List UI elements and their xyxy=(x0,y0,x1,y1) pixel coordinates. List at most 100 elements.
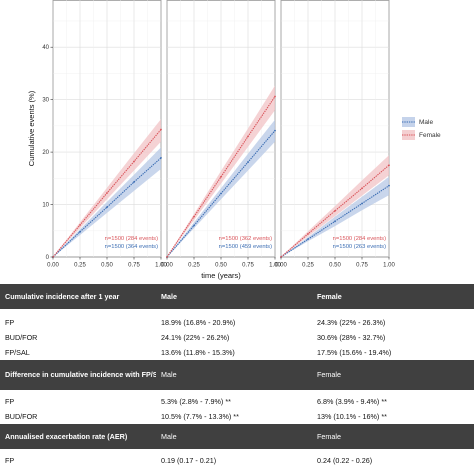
male-value: 10.5% (7.7% - 13.3%) ** xyxy=(156,408,312,424)
y-tick-label: 0 xyxy=(46,255,50,261)
data-point-male xyxy=(334,220,336,223)
ci-band-female xyxy=(281,155,389,257)
male-value: 24.1% (22% - 26.2%) xyxy=(156,330,312,345)
male-value: 13.6% (11.8% - 15.3%) xyxy=(156,345,312,360)
female-value: 17.5% (15.6% - 19.4%) xyxy=(312,345,474,360)
section1-female-header: Female xyxy=(312,284,474,309)
x-tick-label: 0.75 xyxy=(356,263,368,269)
data-point-female xyxy=(220,175,222,178)
event-count-label: n=1500 (362 events) xyxy=(219,236,272,242)
table-row: FP/SAL 13.6% (11.8% - 15.3%) 17.5% (15.6… xyxy=(0,345,474,360)
event-count-label: n=1500 (263 events) xyxy=(333,244,386,250)
panel-2: n=1500 (362 events) n=1500 (459 events) 0.… xyxy=(161,0,281,269)
data-point-male xyxy=(133,181,135,183)
section1-male-header: Male xyxy=(156,284,312,309)
data-point-female xyxy=(160,128,162,131)
row-label: FP xyxy=(0,315,156,330)
x-tick-label: 0.75 xyxy=(242,263,254,269)
x-tick-label: 0.00 xyxy=(275,263,287,269)
x-tick-label: 1.00 xyxy=(155,263,167,269)
kaplan-meier-chart: n=1500 (284 events) n=1500 (364 events) 0.… xyxy=(27,0,441,280)
data-point-male xyxy=(388,184,390,187)
x-tick-label: 0.25 xyxy=(188,263,200,269)
table-row: BUD/FOR 24.1% (22% - 26.2%) 30.6% (28% -… xyxy=(0,330,474,345)
female-value: 13% (10.1% - 16%) ** xyxy=(312,408,474,424)
series-line-male xyxy=(52,157,162,258)
row-label: BUD/FOR xyxy=(0,408,156,424)
table-row: FP 18.9% (16.8% - 20.9%) 24.3% (22% - 26… xyxy=(0,315,474,330)
data-point-female xyxy=(106,192,108,194)
section2-title: Difference in cumulative incidence with … xyxy=(0,360,156,390)
data-point-female xyxy=(361,187,363,190)
male-value: 5.3% (2.8% - 7.9%) ** xyxy=(156,394,312,408)
section2-female-header: Female xyxy=(312,360,474,390)
legend: Male Female xyxy=(402,117,441,140)
x-tick-label: 1.00 xyxy=(383,263,395,269)
ci-band-male xyxy=(281,176,389,257)
data-point-female xyxy=(388,164,390,167)
x-tick-label: 0.25 xyxy=(74,263,86,269)
series-line-female xyxy=(280,164,390,258)
x-tick-label: 0.50 xyxy=(101,263,113,269)
event-count-label: n=1500 (459 events) xyxy=(219,244,272,250)
data-point-male xyxy=(361,202,363,205)
row-label: FP/SAL xyxy=(0,345,156,360)
data-point-female xyxy=(193,215,195,218)
event-count-label: n=1500 (364 events) xyxy=(105,244,158,250)
male-value: 0.19 (0.17 - 0.21) xyxy=(156,453,312,467)
data-point-female xyxy=(79,224,81,226)
section3-female-header: Female xyxy=(312,424,474,449)
legend-label-male: Male xyxy=(419,119,433,126)
row-label: FP xyxy=(0,453,156,467)
data-point-female xyxy=(334,209,336,212)
section2-header: Difference in cumulative incidence with … xyxy=(0,360,474,390)
ci-band-male xyxy=(167,119,275,257)
x-axis-title: time (years) xyxy=(201,271,241,280)
x-tick-label: 0.25 xyxy=(302,263,314,269)
section3-title: Annualised exacerbation rate (AER) xyxy=(0,424,156,449)
legend-label-female: Female xyxy=(419,132,441,139)
data-point-female xyxy=(274,95,276,98)
ci-band-female xyxy=(53,119,161,257)
female-value: 0.24 (0.22 - 0.26) xyxy=(312,453,474,467)
section3-male-header: Male xyxy=(156,424,312,449)
female-value: 24.3% (22% - 26.3%) xyxy=(312,315,474,330)
section1-title: Cumulative incidence after 1 year xyxy=(0,284,156,309)
table-row: FP 5.3% (2.8% - 7.9%) ** 6.8% (3.9% - 9.… xyxy=(0,394,474,408)
data-point-female xyxy=(133,160,135,163)
legend-key-female xyxy=(402,130,415,140)
data-point-female xyxy=(307,233,309,235)
row-label: FP xyxy=(0,394,156,408)
panel-1: n=1500 (284 events) n=1500 (364 events) 0.… xyxy=(47,0,167,269)
section2-male-header: Male xyxy=(156,360,312,390)
x-tick-label: 0.50 xyxy=(329,263,341,269)
y-tick-label: 40 xyxy=(42,45,49,51)
data-point-male xyxy=(79,230,81,233)
row-label: BUD/FOR xyxy=(0,330,156,345)
data-point-female xyxy=(247,135,249,138)
y-tick-label: 10 xyxy=(42,203,49,209)
x-tick-label: 0.00 xyxy=(47,263,59,269)
y-tick-label: 20 xyxy=(42,150,49,156)
data-point-male xyxy=(274,129,276,132)
y-axis-title: Cumulative events (%) xyxy=(27,90,36,166)
legend-key-male xyxy=(402,117,415,127)
data-point-male xyxy=(307,238,309,241)
x-tick-label: 0.50 xyxy=(215,263,227,269)
chart-area: n=1500 (284 events) n=1500 (364 events) 0.… xyxy=(27,0,441,280)
data-point-male xyxy=(160,156,162,159)
female-value: 6.8% (3.9% - 9.4%) ** xyxy=(312,394,474,408)
event-count-label: n=1500 (284 events) xyxy=(333,236,386,242)
x-tick-label: 1.00 xyxy=(269,263,281,269)
event-count-label: n=1500 (284 events) xyxy=(105,236,158,242)
table-row: FP 0.19 (0.17 - 0.21) 0.24 (0.22 - 0.26) xyxy=(0,453,474,467)
data-point-male xyxy=(220,192,222,195)
table-row: BUD/FOR 10.5% (7.7% - 13.3%) ** 13% (10.… xyxy=(0,408,474,424)
ci-band-male xyxy=(53,147,161,257)
male-value: 18.9% (16.8% - 20.9%) xyxy=(156,315,312,330)
panel-3: n=1500 (284 events) n=1500 (263 events) 0.… xyxy=(275,0,395,269)
y-tick-label: 30 xyxy=(42,98,49,104)
data-point-male xyxy=(106,206,108,209)
x-tick-label: 0.00 xyxy=(161,263,173,269)
results-table: Cumulative incidence after 1 year Male F… xyxy=(0,284,474,467)
